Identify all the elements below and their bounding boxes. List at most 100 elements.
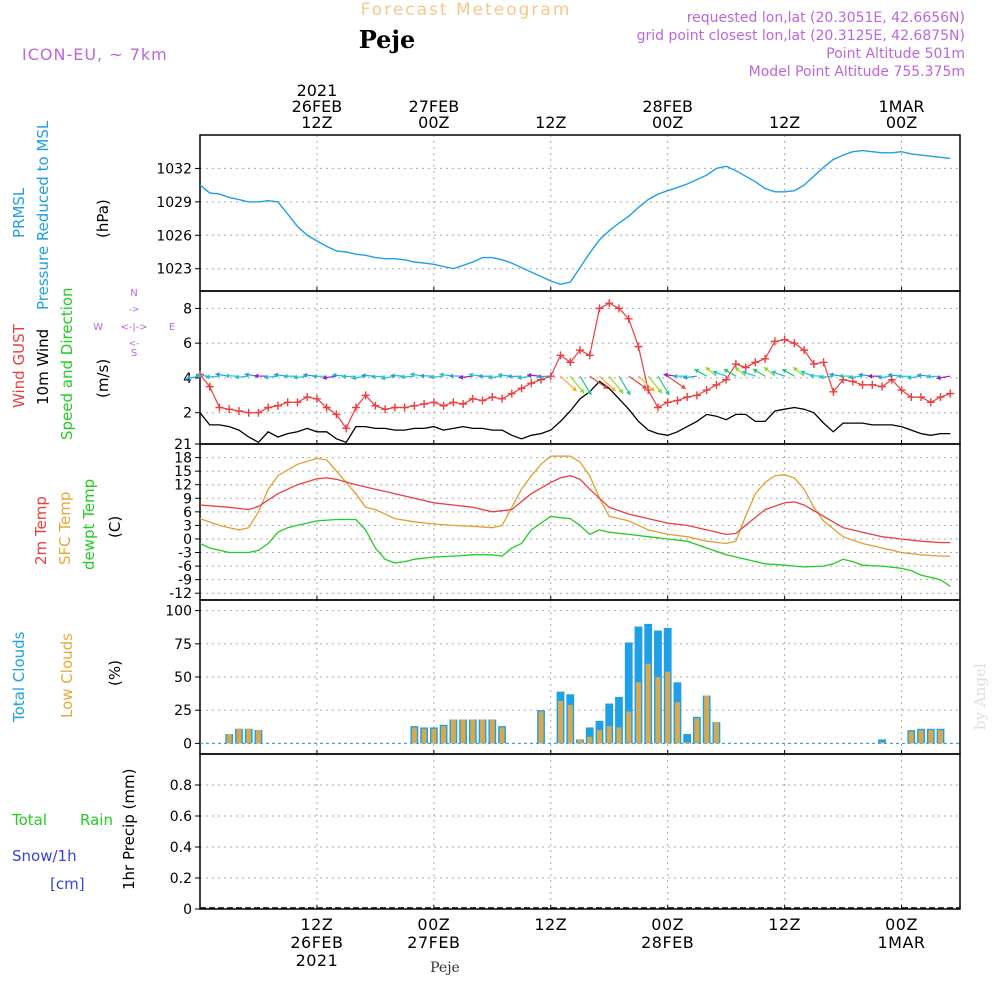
low-cloud-bar	[480, 719, 485, 743]
compass-w: W	[93, 322, 103, 333]
snow-unit-label: [cm]	[50, 875, 85, 893]
time-label: 2021	[296, 951, 339, 970]
gust-marker	[849, 377, 857, 385]
temp-sfc-label: SFC Temp	[56, 492, 74, 565]
gust-marker	[693, 391, 701, 399]
gust-marker	[742, 364, 750, 372]
wind-10m-label: 10m Wind	[34, 329, 52, 405]
snow-label: Snow/1h	[12, 847, 77, 865]
time-label: 00Z	[886, 113, 917, 132]
temp-unit: (C)	[106, 516, 124, 538]
low-cloud-bar	[578, 739, 583, 743]
low-cloud-bar	[704, 696, 709, 744]
gust-marker	[342, 424, 350, 432]
gust-marker	[859, 381, 867, 389]
pressure-unit: (hPa)	[94, 199, 112, 238]
low-cloud-bar	[655, 677, 660, 743]
gust-marker	[810, 360, 818, 368]
gust-marker	[771, 337, 779, 345]
gust-marker	[605, 299, 613, 307]
y-tick-label: 50	[174, 670, 192, 686]
low-cloud-bar	[451, 719, 456, 743]
temperature-series	[200, 456, 950, 586]
cloud-labels: Total Clouds Low Clouds (%)	[10, 631, 124, 723]
location-title: Peje	[359, 25, 416, 54]
wind-panel: 2468	[183, 291, 960, 444]
wind-arrow-head	[819, 375, 823, 380]
gust-marker	[868, 381, 876, 389]
total-cloud-bar	[683, 734, 691, 743]
wind-series	[186, 299, 954, 442]
gust-marker	[440, 402, 448, 410]
pressure-line	[200, 151, 950, 285]
time-label: 26FEB	[290, 933, 343, 952]
total-clouds-label: Total Clouds	[10, 631, 28, 723]
gridpoint-coords: grid point closest lon,lat (20.3125E, 42…	[637, 28, 965, 44]
rain-label: Rain	[80, 811, 113, 829]
gust-marker	[751, 358, 759, 366]
precipitation-frame	[200, 754, 960, 909]
wind-arrow-head	[371, 374, 375, 379]
y-tick-label: 1023	[156, 262, 192, 278]
wind-arrow-head	[342, 374, 346, 379]
low-cloud-bar	[909, 731, 914, 743]
gust-marker	[518, 384, 526, 392]
wind-arrow-head	[868, 374, 872, 379]
low-cloud-bar	[470, 719, 475, 743]
gust-marker	[820, 358, 828, 366]
y-tick-label: 0.2	[170, 871, 192, 887]
y-tick-label: 21	[174, 437, 192, 453]
time-label: 00Z	[651, 915, 684, 934]
time-label: 28FEB	[641, 933, 694, 952]
time-label: 00Z	[417, 915, 450, 934]
gust-marker	[420, 400, 428, 408]
model-altitude: Model Point Altitude 755.375m	[749, 64, 965, 80]
y-tick-label: 0	[183, 736, 192, 752]
pressure-msl-label: Pressure Reduced to MSL	[34, 120, 52, 310]
gust-marker	[732, 360, 740, 368]
wind-frame	[200, 291, 960, 444]
gust-marker	[381, 405, 389, 413]
y-tick-label: 8	[183, 301, 192, 317]
time-label: 12Z	[301, 915, 334, 934]
gust-marker	[673, 397, 681, 405]
time-label: 12Z	[534, 915, 567, 934]
gust-marker	[508, 390, 516, 398]
gust-marker	[332, 410, 340, 418]
compass-arrow-icon: ->	[129, 305, 140, 315]
wind-arrow-head	[508, 374, 512, 379]
gust-marker	[264, 403, 272, 411]
precip-unit: 1hr Precip (mm)	[120, 769, 138, 890]
compass-arrow-icon: <-	[129, 339, 140, 349]
low-cloud-bar	[607, 726, 612, 743]
temp-dewpt-label: dewpt Temp	[80, 479, 98, 570]
gust-marker	[410, 402, 418, 410]
wind-arrow-head	[459, 375, 463, 380]
low-cloud-bar	[685, 742, 690, 743]
point-altitude: Point Altitude 501m	[826, 46, 965, 62]
low-cloud-bar	[880, 742, 885, 743]
chart-title: Forecast Meteogram	[361, 0, 572, 20]
model-label: ICON-EU, ~ 7km	[22, 45, 168, 64]
prmsl-label: PRMSL	[10, 187, 28, 238]
gust-marker	[586, 351, 594, 359]
gust-marker	[927, 398, 935, 406]
gust-marker	[917, 393, 925, 401]
low-cloud-bar	[227, 734, 232, 743]
y-tick-label: 100	[165, 604, 192, 620]
y-tick-label: 1026	[156, 228, 192, 244]
low-cloud-bar	[539, 712, 544, 744]
gust-marker	[722, 376, 730, 384]
time-label: 12Z	[769, 113, 800, 132]
low-cloud-bar	[938, 730, 943, 743]
gust-label: Wind GUST	[10, 323, 28, 408]
low-clouds-label: Low Clouds	[58, 633, 76, 718]
pressure-series	[200, 151, 950, 285]
time-label: 00Z	[418, 113, 449, 132]
dewpt-line	[200, 516, 950, 586]
y-tick-label: 25	[174, 703, 192, 719]
gust-marker	[459, 400, 467, 408]
